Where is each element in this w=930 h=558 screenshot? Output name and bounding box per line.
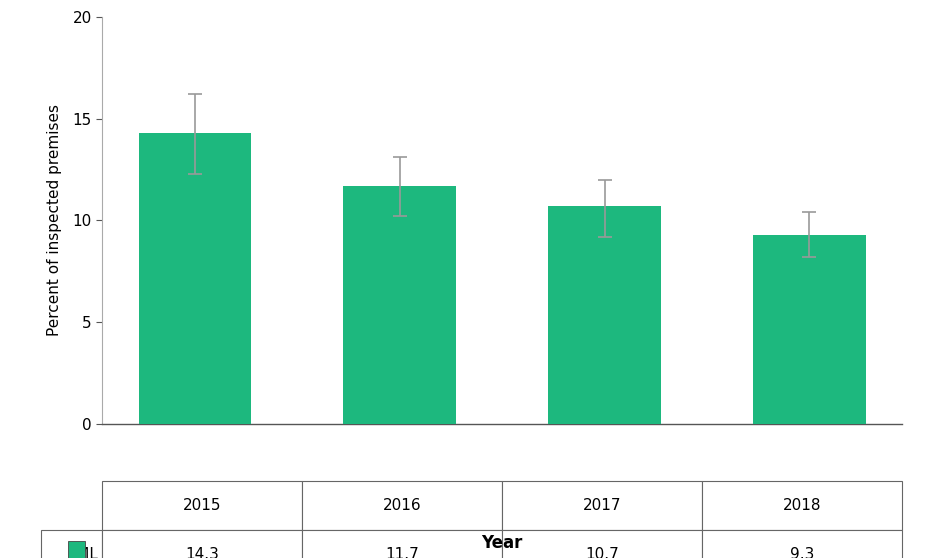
Bar <box>139 133 251 424</box>
Bar <box>549 206 661 424</box>
Text: Year: Year <box>482 535 523 552</box>
Bar <box>343 186 456 424</box>
Bar <box>753 235 866 424</box>
Y-axis label: Percent of inspected premises: Percent of inspected premises <box>46 104 61 336</box>
